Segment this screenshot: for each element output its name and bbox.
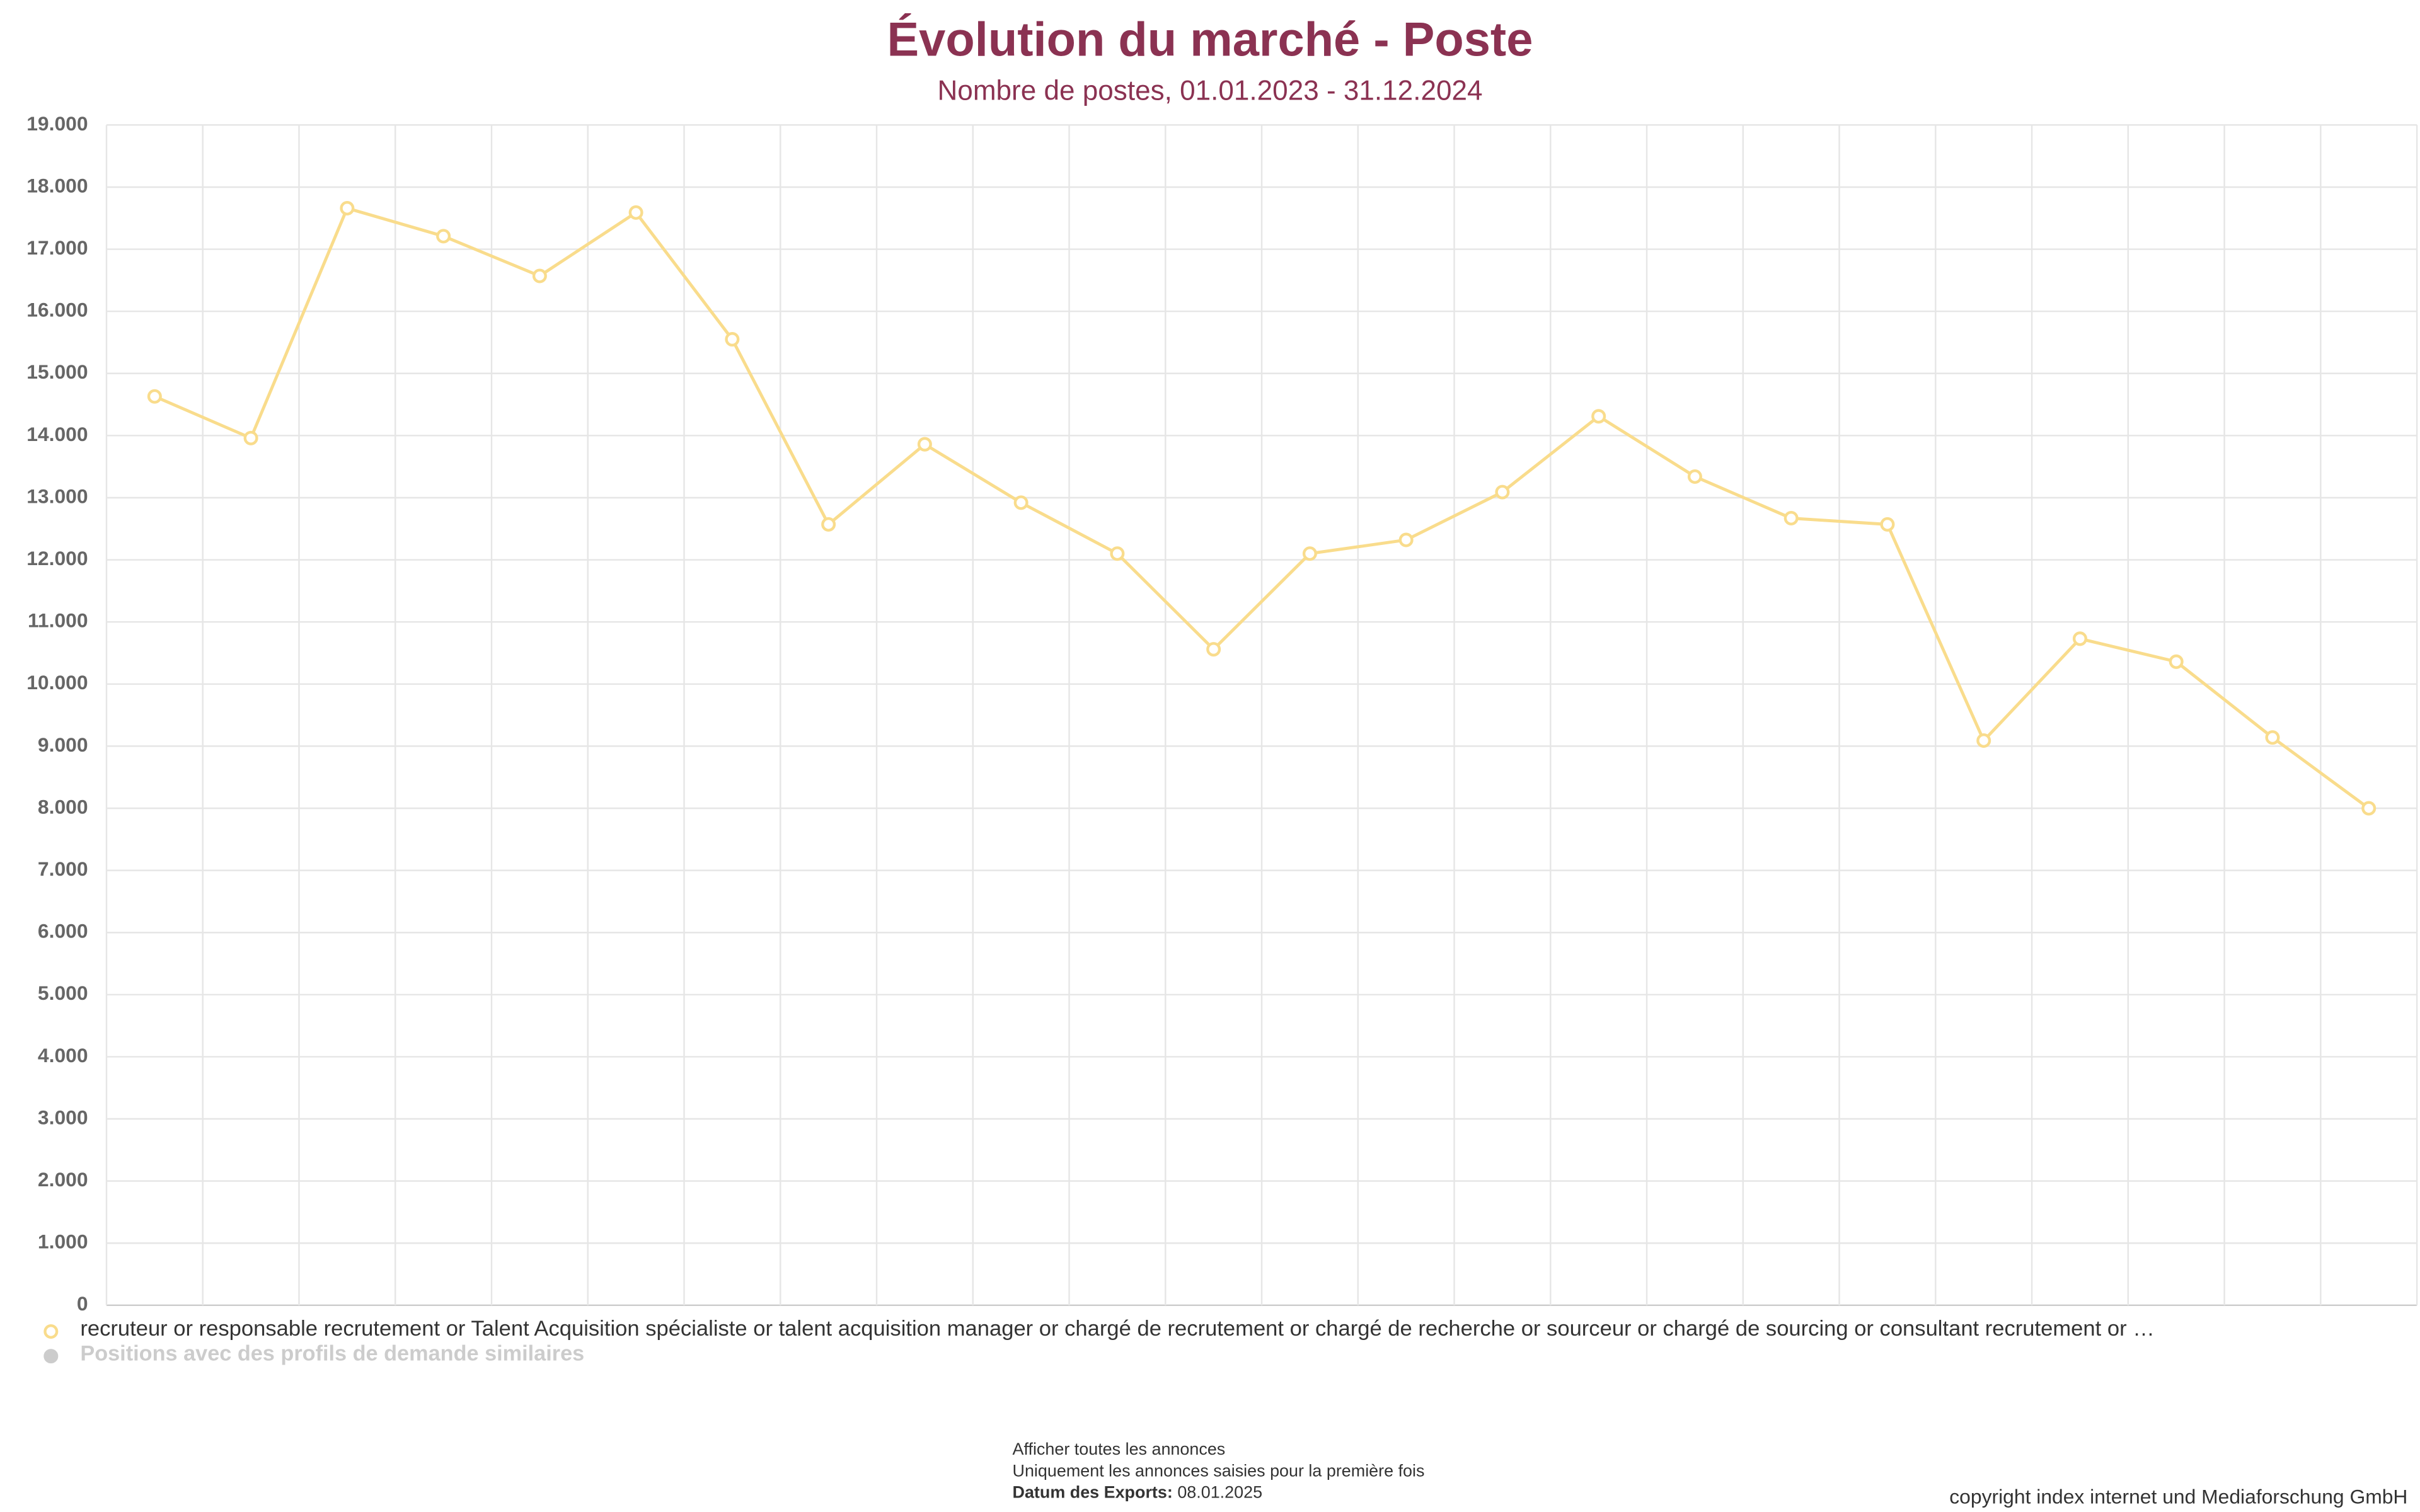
data-point (917, 437, 932, 452)
chart-title: Évolution du marché - Poste (887, 13, 1533, 67)
data-point (243, 430, 258, 445)
y-tick-label: 18.000 (26, 174, 88, 197)
data-point (628, 205, 643, 220)
data-point (1495, 484, 1510, 500)
y-tick-label: 10.000 (26, 671, 88, 694)
y-tick-label: 6.000 (38, 920, 88, 942)
data-point (436, 229, 451, 244)
data-point (1976, 733, 1991, 748)
data-point (532, 268, 547, 284)
footer-line: Uniquement les annonces saisies pour la … (1013, 1461, 1425, 1480)
data-point (1013, 495, 1028, 510)
y-tick-label: 13.000 (26, 484, 88, 507)
y-tick-label: 19.000 (26, 112, 88, 135)
y-tick-label: 11.000 (28, 609, 88, 632)
y-tick-label: 1.000 (38, 1230, 88, 1253)
data-point (821, 517, 836, 532)
y-tick-label: 0 (77, 1292, 88, 1315)
data-point (1783, 511, 1799, 526)
data-point (2072, 631, 2087, 646)
data-point (1302, 546, 1317, 561)
data-point (1591, 409, 1606, 424)
data-point (147, 389, 162, 404)
y-tick-label: 5.000 (38, 982, 88, 1004)
data-point (2361, 801, 2377, 816)
data-point (1687, 469, 1702, 484)
y-tick-label: 9.000 (38, 733, 88, 756)
y-tick-label: 12.000 (26, 547, 88, 570)
legend-symbol (43, 1324, 59, 1339)
y-tick-label: 17.000 (26, 236, 88, 259)
y-tick-label: 2.000 (38, 1168, 88, 1191)
copyright: copyright index internet und Mediaforsch… (1949, 1485, 2407, 1508)
legend: recruteur or responsable recrutement or … (43, 1317, 2155, 1365)
export-label: Datum des Exports: (1013, 1483, 1173, 1502)
footer-line: Afficher toutes les annonces (1013, 1440, 1226, 1458)
export-date: 08.01.2025 (1177, 1483, 1262, 1502)
y-tick-label: 8.000 (38, 795, 88, 818)
grid: 0 1.000 2.000 3.000 4.000 5.000 6.000 7.000 8.00… (26, 112, 2418, 1315)
legend-label: recruteur or responsable recrutement or … (80, 1317, 2154, 1341)
data-point (1110, 546, 1125, 561)
legend-symbol (43, 1349, 59, 1364)
data-point (1398, 532, 1414, 547)
y-tick-label: 15.000 (26, 360, 88, 383)
y-tick-label: 3.000 (38, 1106, 88, 1128)
chart-subtitle: Nombre de postes, 01.01.2023 - 31.12.202… (937, 76, 1482, 106)
y-tick-label: 4.000 (38, 1044, 88, 1067)
data-point (2265, 730, 2280, 745)
data-point (1880, 517, 1895, 532)
plot (147, 200, 2377, 816)
data-point (1206, 642, 1221, 657)
data-point (2169, 654, 2184, 669)
data-point (340, 200, 355, 216)
y-tick-label: 7.000 (38, 857, 88, 880)
legend-label: Positions avec des profils de demande si… (80, 1341, 584, 1365)
data-point (725, 332, 740, 347)
y-tick-label: 14.000 (26, 423, 88, 445)
y-tick-label: 16.000 (26, 299, 88, 321)
series-line (154, 206, 2370, 810)
footer-export: Datum des Exports: 08.01.2025 (1013, 1483, 1263, 1502)
